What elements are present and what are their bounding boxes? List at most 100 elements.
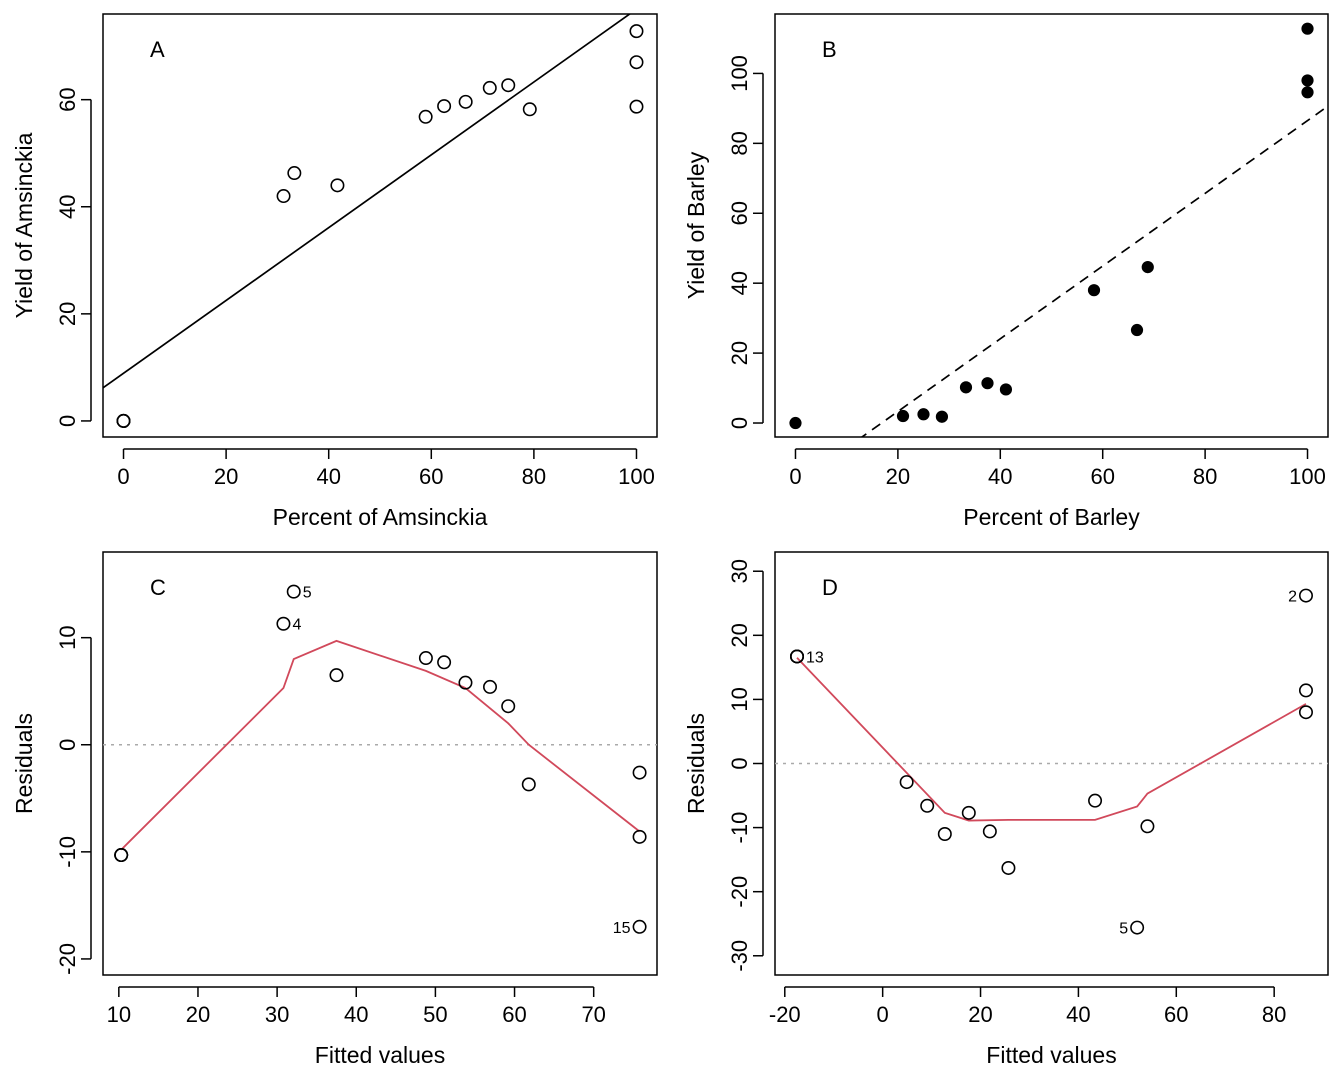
data-point-d [899,775,914,790]
data-point-b [1130,323,1144,337]
x-tick-label-d: -20 [769,1002,801,1027]
x-tick-label-c: 40 [344,1002,368,1027]
fit-line-b [860,105,1328,437]
x-tick-label-a: 80 [522,464,546,489]
data-point-c [458,675,473,690]
panel-a: A Percent of Amsinckia Yield of Amsincki… [11,13,658,530]
data-point-a [276,189,291,204]
data-point-b [1141,261,1154,274]
fit-line-a [103,14,632,389]
x-tick-label-b: 0 [789,464,801,489]
y-axis-label-d: Residuals [683,713,709,814]
point-label-c: 15 [613,920,631,937]
x-tick-label-c: 20 [186,1002,210,1027]
smooth-curve-c [120,639,641,851]
data-point-c [418,651,433,666]
data-point-b [1087,284,1101,297]
data-point-c [483,679,498,694]
data-point-b [981,377,994,390]
data-point-a [482,80,497,95]
x-tick-label-a: 60 [419,464,443,489]
data-point-d [1001,860,1016,875]
data-point-b [935,410,949,423]
y-axis-label-b: Yield of Barley [683,151,709,299]
y-tick-label-a: 60 [55,87,80,111]
data-point-d [1140,819,1155,834]
y-tick-label-d: -10 [727,812,752,844]
point-label-c: 4 [292,617,301,634]
x-tick-label-a: 0 [117,464,129,489]
x-tick-label-c: 70 [581,1002,605,1027]
data-point-a [629,24,644,39]
data-point-c [114,848,129,863]
data-point-b [896,409,910,423]
data-point-d [1088,793,1103,808]
x-tick-label-c: 10 [107,1002,131,1027]
y-tick-label-c: 0 [55,739,80,751]
y-tick-label-c: -20 [55,943,80,975]
point-label-d: 13 [806,649,824,666]
plot-frame-b [774,13,1329,438]
x-tick-label-c: 30 [265,1002,289,1027]
plot-frame-c [102,551,658,976]
data-point-a [437,99,452,114]
data-point-c [276,616,291,631]
data-point-c [501,699,516,714]
data-point-a [522,102,537,117]
data-point-c [521,777,536,792]
data-point-a [629,99,644,114]
data-point-d [1298,683,1313,698]
x-axis-label-c: Fitted values [315,1042,445,1068]
y-axis-label-c: Residuals [11,713,37,814]
data-point-a [287,166,302,181]
y-tick-label-d: -30 [727,940,752,972]
y-tick-label-b: 60 [727,201,752,225]
data-point-c [632,829,647,844]
y-tick-label-b: 100 [727,55,752,92]
x-axis-label-b: Percent of Barley [963,504,1140,530]
y-tick-label-a: 40 [55,195,80,219]
data-point-a [629,55,644,70]
panel-label-b: B [822,37,837,62]
y-tick-label-d: -20 [727,876,752,908]
data-point-d [982,824,997,839]
y-tick-label-d: 20 [727,623,752,647]
x-tick-label-a: 40 [316,464,340,489]
data-point-c [437,655,452,670]
plot-frame-a [102,13,658,438]
x-tick-label-b: 60 [1090,464,1114,489]
data-point-b [1301,22,1314,35]
x-tick-label-b: 20 [886,464,910,489]
x-tick-label-d: 40 [1066,1002,1090,1027]
panel-c: C Fitted values Residuals 10 20 30 40 50 60 70… [11,551,658,1068]
point-label-c: 5 [303,585,312,602]
x-tick-label-d: 80 [1262,1002,1286,1027]
x-axis-label-d: Fitted values [986,1042,1116,1068]
y-tick-label-a: 0 [55,415,80,427]
data-point-c [632,765,647,780]
data-point-b [999,383,1013,396]
data-point-b [1301,74,1314,87]
x-tick-label-b: 40 [988,464,1012,489]
y-tick-label-d: 30 [727,559,752,583]
panel-label-d: D [822,575,838,600]
y-tick-label-b: 40 [727,271,752,295]
y-tick-label-b: 80 [727,131,752,155]
data-point-c [632,919,647,934]
data-point-a [116,413,131,428]
data-point-d [1130,920,1145,935]
data-point-d [920,798,935,813]
data-point-b [959,381,973,394]
data-point-c [286,584,301,599]
y-tick-label-a: 20 [55,302,80,326]
y-tick-label-b: 0 [727,417,752,429]
x-tick-label-c: 60 [502,1002,526,1027]
y-tick-label-c: -10 [55,836,80,868]
data-point-a [501,78,516,93]
panel-b: B Percent of Barley Yield of Barley 0 20 4… [683,13,1329,530]
data-point-d [961,805,976,820]
data-point-a [330,178,345,193]
data-point-a [418,109,433,124]
smooth-curve-d [796,657,1307,822]
